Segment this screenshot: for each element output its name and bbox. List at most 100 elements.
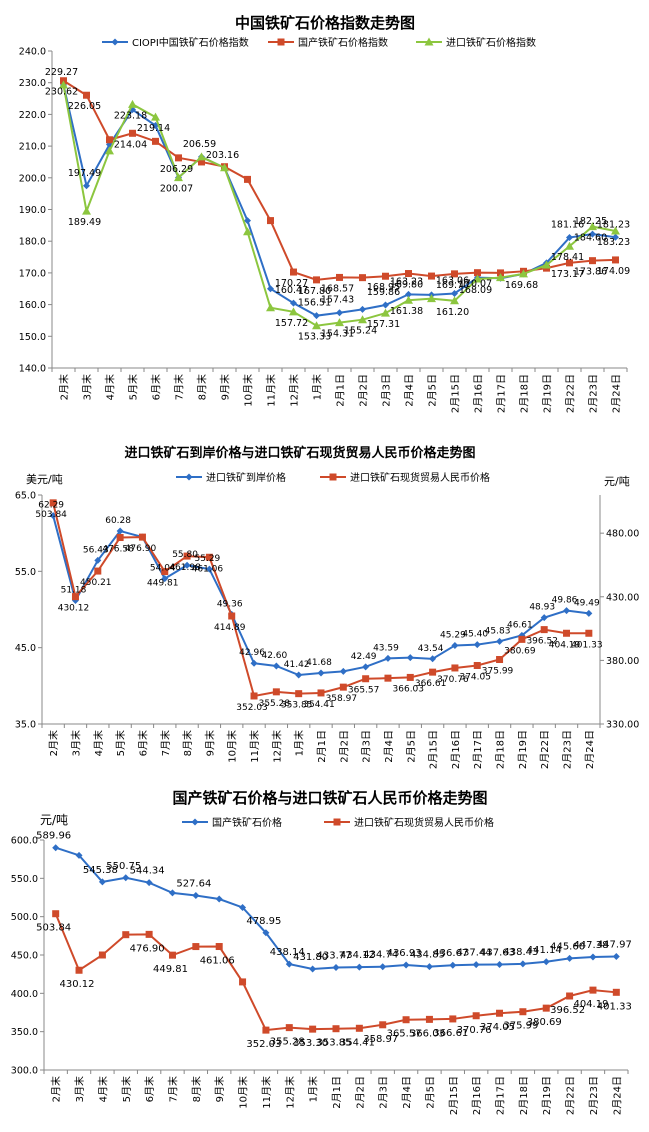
series-2-point: [473, 661, 481, 669]
data-label: 366.03: [393, 684, 425, 694]
series-2-point: [379, 1021, 387, 1029]
x-tick-label: 2月3日: [381, 374, 393, 407]
x-tick-label: 2月18日: [518, 1076, 530, 1115]
chart-2-plot: 35.0 45.0 55.0 65.0 330.00 380.00 430.00 480.00…: [15, 491, 639, 770]
x-tick-label: 12月末: [288, 374, 301, 407]
data-label: 56.43: [83, 545, 109, 555]
series-1-point: [122, 874, 130, 882]
x-tick-label: 7月末: [173, 374, 186, 400]
x-tick-label: 2月22日: [539, 730, 551, 769]
series-1-point: [83, 182, 90, 190]
x-tick-label: 2月24日: [611, 1076, 623, 1115]
series-2-point: [519, 1008, 527, 1016]
y-tick-label: 210.0: [19, 142, 46, 153]
data-label: 375.99: [503, 1021, 538, 1032]
data-label: 159.86: [367, 287, 400, 298]
series-1-point: [267, 285, 274, 293]
data-label: 370.76: [457, 1025, 492, 1036]
data-label: 404.19: [573, 999, 608, 1010]
x-tick-label: 8月末: [196, 374, 209, 400]
data-label: 370.76: [437, 675, 469, 685]
series-1-point: [75, 851, 83, 859]
data-label: 358.97: [363, 1034, 398, 1045]
x-tick-label: 4月末: [92, 730, 105, 756]
series-2-point: [406, 673, 414, 681]
series-1-point: [566, 234, 573, 242]
series-2-point: [384, 674, 392, 682]
data-label: 461.98: [169, 563, 201, 573]
chart-1-title: 中国铁矿石价格指数走势图: [235, 14, 415, 32]
data-label: 478.95: [246, 916, 281, 927]
data-label: 461.06: [200, 956, 235, 967]
y-tick-label: 150.0: [19, 332, 46, 343]
x-tick-label: 6月末: [150, 374, 163, 400]
data-label: 375.99: [482, 667, 514, 677]
data-label: 476.90: [125, 544, 157, 554]
data-label: 51.18: [61, 585, 87, 595]
data-label: 434.85: [410, 950, 445, 961]
series-1-point: [429, 655, 437, 663]
x-tick-label: 2月22日: [565, 374, 577, 413]
series-3-point: [82, 206, 91, 215]
series-2-point: [566, 259, 573, 267]
chart-3-title: 国产铁矿石价格与进口铁矿石人民币价格走势图: [172, 789, 487, 807]
x-tick-label: 2月24日: [584, 730, 596, 769]
series-2-point: [359, 274, 366, 282]
series-3-point: [358, 315, 367, 324]
series-2-point: [451, 664, 459, 672]
x-tick-label: 2月2日: [338, 730, 350, 763]
x-tick-label: 7月末: [166, 1076, 179, 1102]
data-label: 352.03: [236, 703, 268, 713]
series-3-point: [59, 80, 68, 89]
data-label: 170.07: [459, 279, 492, 290]
x-tick-label: 2月4日: [404, 374, 416, 407]
chart-2-left-unit: 美元/吨: [26, 473, 63, 486]
legend-label-1: CIOPI中国铁矿石价格指数: [132, 36, 249, 49]
x-tick-label: 3月末: [81, 374, 94, 400]
x-tick-label: 2月15日: [450, 374, 462, 413]
series-1-point: [168, 889, 176, 897]
series-1-point: [402, 961, 410, 969]
series-2-point: [402, 1016, 410, 1024]
series-1-point: [473, 641, 481, 649]
y-tick-label: 170.0: [19, 268, 46, 279]
chart-1: 中国铁矿石价格指数走势图 CIOPI中国铁矿石价格指数 国产铁矿石价格指数 进口铁矿…: [19, 14, 630, 413]
x-tick-label: 5月末: [120, 1076, 133, 1102]
data-label: 433.77: [317, 950, 352, 961]
series-2-point: [83, 91, 90, 99]
series-1-point: [382, 301, 389, 309]
series-2-point: [145, 930, 153, 938]
data-label: 354.41: [303, 700, 335, 710]
series-1-point: [451, 290, 458, 298]
x-tick-label: 2月19日: [517, 730, 529, 769]
series-2-point: [228, 612, 236, 620]
data-label: 168.57: [321, 283, 354, 294]
data-label: 41.42: [284, 660, 310, 670]
data-label: 181.16: [551, 220, 584, 231]
series-2-point: [290, 268, 297, 276]
series-1-point: [285, 960, 293, 968]
data-label: 476.90: [130, 943, 165, 954]
series-2-point: [198, 158, 205, 166]
series-3-point: [151, 112, 160, 121]
data-label: 545.38: [83, 865, 118, 876]
data-label: 163.06: [436, 276, 469, 287]
data-label: 184.60: [574, 233, 607, 244]
series-3-point: [128, 99, 137, 108]
chart-3-unit: 元/吨: [40, 813, 68, 827]
data-label: 45.29: [440, 630, 466, 640]
series-3-point: [588, 222, 597, 231]
series-2-point: [425, 1015, 433, 1023]
x-tick-label: 3月末: [69, 730, 82, 756]
y-tick-label: 350.0: [11, 1027, 38, 1038]
y-right-tick-label: 330.00: [606, 720, 639, 731]
series-2-point: [497, 269, 504, 277]
x-tick-label: 1月末: [307, 1076, 320, 1102]
x-tick-label: 2月4日: [401, 1076, 413, 1109]
data-label: 49.36: [217, 599, 243, 609]
data-label: 189.49: [68, 217, 101, 228]
y-tick-label: 300.0: [11, 1066, 38, 1077]
data-label: 45.83: [485, 626, 511, 636]
y-tick-label: 220.0: [19, 110, 46, 121]
series-3-point: [243, 227, 252, 236]
